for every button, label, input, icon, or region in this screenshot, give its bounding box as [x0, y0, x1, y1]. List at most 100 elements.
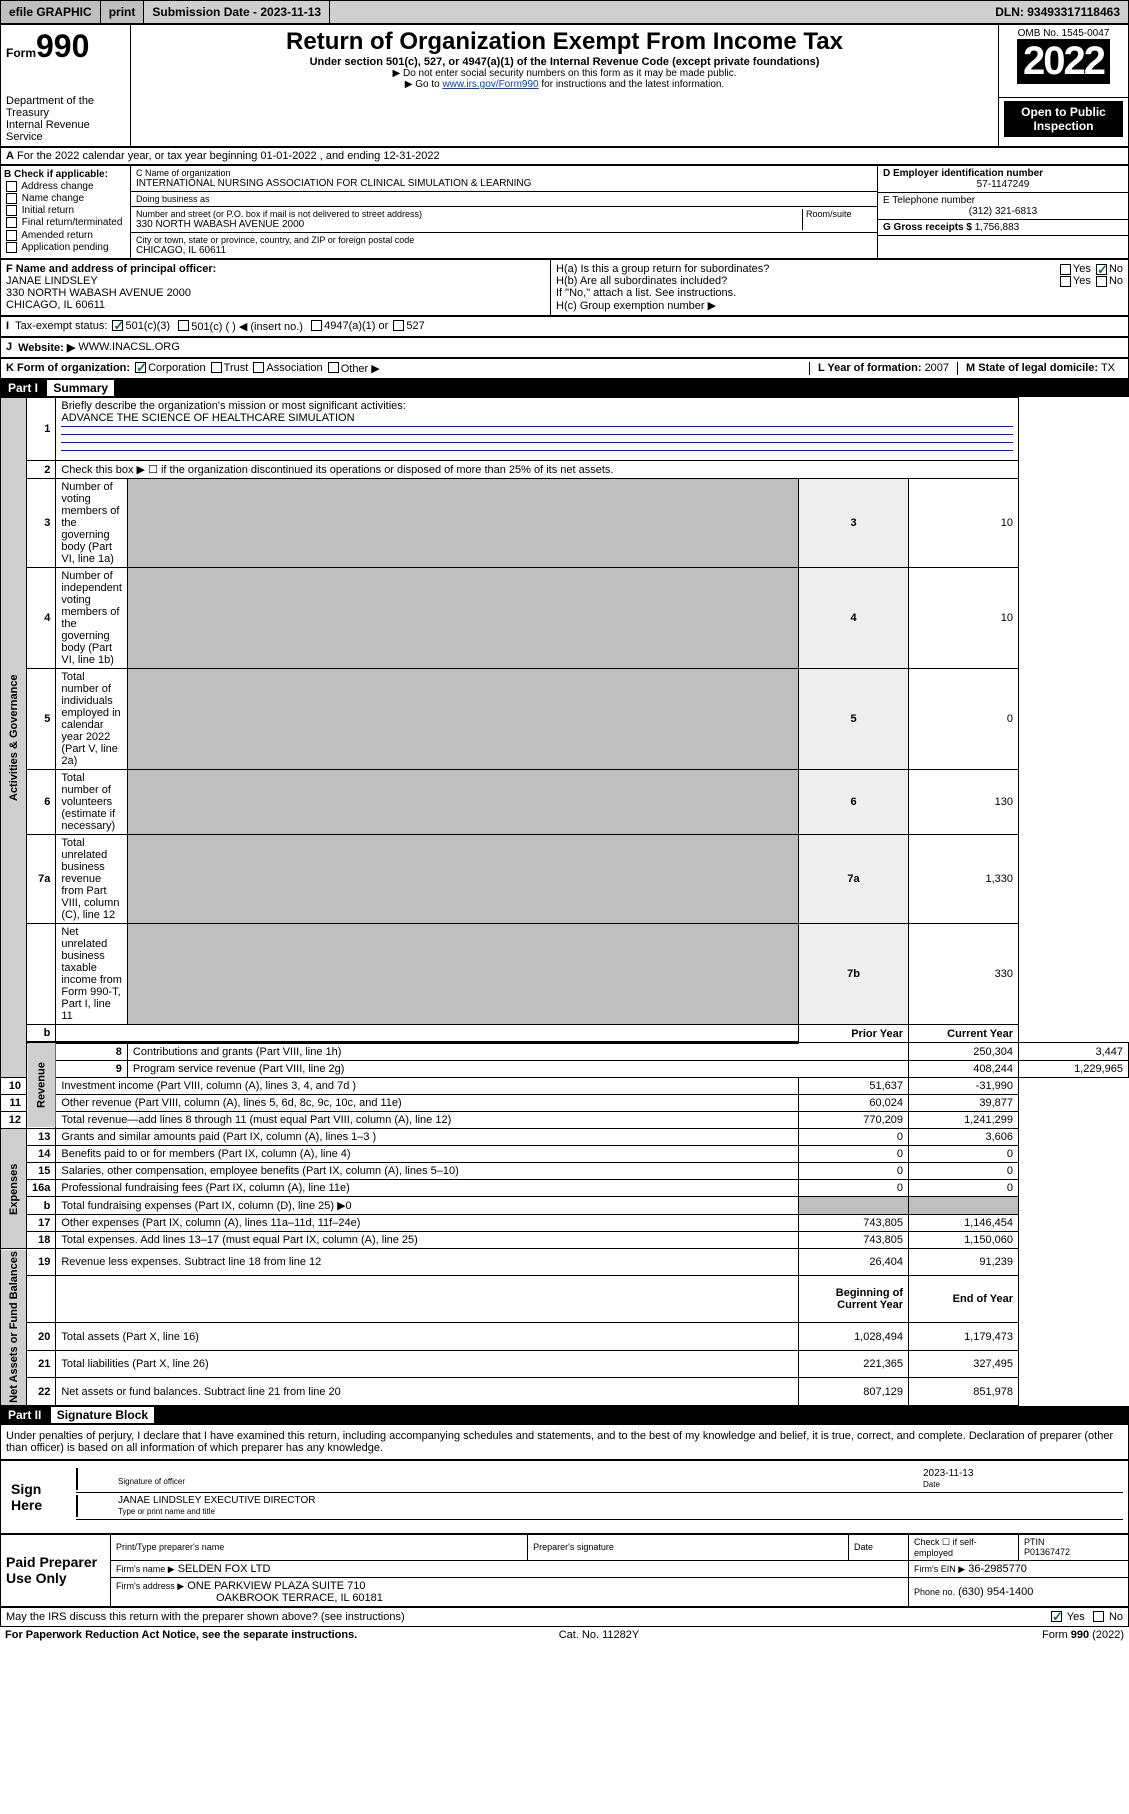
- phone: (312) 321-6813: [883, 206, 1123, 217]
- v7b: 330: [909, 924, 1019, 1025]
- chk-application[interactable]: [6, 242, 17, 253]
- e-label: E Telephone number: [883, 195, 975, 206]
- room-label: Room/suite: [806, 209, 872, 219]
- dln: DLN: 93493317118463: [987, 1, 1128, 23]
- city-label: City or town, state or province, country…: [136, 235, 872, 245]
- chk-assoc[interactable]: [253, 362, 264, 373]
- officer-addr1: 330 NORTH WABASH AVENUE 2000: [6, 287, 191, 299]
- paid-preparer: Paid Preparer Use Only Print/Type prepar…: [0, 1534, 1129, 1607]
- firm-addr1: ONE PARKVIEW PLAZA SUITE 710: [187, 1580, 365, 1592]
- cat-no: Cat. No. 11282Y: [559, 1629, 640, 1641]
- firm-addr2: OAKBROOK TERRACE, IL 60181: [116, 1592, 383, 1604]
- hb-no[interactable]: [1096, 276, 1107, 287]
- city: CHICAGO, IL 60611: [136, 245, 872, 256]
- ha-label: H(a) Is this a group return for subordin…: [556, 263, 769, 275]
- officer-addr2: CHICAGO, IL 60611: [6, 299, 105, 311]
- sign-here-label: Sign Here: [6, 1466, 76, 1528]
- ein: 57-1147249: [883, 179, 1123, 190]
- goto-note: ▶ Go to www.irs.gov/Form990 for instruct…: [136, 79, 993, 90]
- v4: 10: [909, 568, 1019, 669]
- chk-amended[interactable]: [6, 230, 17, 241]
- chk-4947[interactable]: [311, 320, 322, 331]
- sign-here-block: Sign Here Signature of officer 2023-11-1…: [0, 1460, 1129, 1534]
- form-number: Form990: [6, 28, 125, 65]
- chk-501c3[interactable]: [112, 320, 123, 331]
- state-domicile: TX: [1101, 362, 1115, 374]
- side-expenses: Expenses: [1, 1129, 27, 1249]
- declaration: Under penalties of perjury, I declare th…: [0, 1424, 1129, 1460]
- k-label: K Form of organization:: [6, 362, 130, 375]
- gross-receipts: 1,756,883: [975, 222, 1020, 233]
- section-bcdeg: B Check if applicable: Address change Na…: [0, 165, 1129, 259]
- dept-treasury: Department of the Treasury: [6, 95, 125, 119]
- d-label: D Employer identification number: [883, 168, 1043, 179]
- v5: 0: [909, 669, 1019, 770]
- paperwork-notice: For Paperwork Reduction Act Notice, see …: [5, 1629, 357, 1641]
- chk-other[interactable]: [328, 362, 339, 373]
- b-label: B Check if applicable:: [4, 169, 108, 180]
- website: WWW.INACSL.ORG: [78, 341, 179, 354]
- ha-yes[interactable]: [1060, 264, 1071, 275]
- discuss-yes[interactable]: [1051, 1611, 1062, 1622]
- ha-no[interactable]: [1096, 264, 1107, 275]
- chk-initial[interactable]: [6, 205, 17, 216]
- submission-date: Submission Date - 2023-11-13: [144, 1, 330, 23]
- officer-name-title: JANAE LINDSLEY EXECUTIVE DIRECTOR: [118, 1495, 315, 1506]
- line-klm: K Form of organization: Corporation Trus…: [0, 358, 1129, 379]
- hb-note: If "No," attach a list. See instructions…: [556, 287, 1123, 299]
- chk-final[interactable]: [6, 217, 17, 228]
- open-inspection: Open to Public Inspection: [1004, 101, 1123, 137]
- form-subtitle: Under section 501(c), 527, or 4947(a)(1)…: [136, 56, 993, 68]
- line-i: I Tax-exempt status: 501(c)(3) 501(c) ( …: [0, 316, 1129, 337]
- v6: 130: [909, 770, 1019, 835]
- print-btn[interactable]: print: [101, 1, 145, 23]
- line-a: A For the 2022 calendar year, or tax yea…: [0, 147, 1129, 165]
- chk-trust[interactable]: [211, 362, 222, 373]
- section-fh: F Name and address of principal officer:…: [0, 259, 1129, 316]
- efile-btn[interactable]: efile GRAPHIC: [1, 1, 101, 23]
- discuss-row: May the IRS discuss this return with the…: [0, 1607, 1129, 1627]
- firm-name: SELDEN FOX LTD: [178, 1563, 271, 1575]
- irs-link[interactable]: www.irs.gov/Form990: [442, 79, 538, 90]
- mission: ADVANCE THE SCIENCE OF HEALTHCARE SIMULA…: [61, 412, 354, 424]
- irs-label: Internal Revenue Service: [6, 119, 125, 143]
- part1-header: Part I Summary: [0, 379, 1129, 397]
- street-label: Number and street (or P.O. box if mail i…: [136, 209, 802, 219]
- chk-name[interactable]: [6, 193, 17, 204]
- part1-table: Activities & Governance 1 Briefly descri…: [0, 397, 1129, 1406]
- chk-501c[interactable]: [178, 320, 189, 331]
- chk-corp[interactable]: [135, 362, 146, 373]
- footer: For Paperwork Reduction Act Notice, see …: [0, 1627, 1129, 1643]
- form-title: Return of Organization Exempt From Incom…: [136, 28, 993, 56]
- form-header: Form990 Department of the Treasury Inter…: [0, 24, 1129, 147]
- year-formed: 2007: [925, 362, 949, 374]
- hb-label: H(b) Are all subordinates included?: [556, 275, 727, 287]
- side-netassets: Net Assets or Fund Balances: [1, 1249, 27, 1406]
- side-governance: Activities & Governance: [1, 398, 27, 1078]
- discuss-no[interactable]: [1093, 1611, 1104, 1622]
- hb-yes[interactable]: [1060, 276, 1071, 287]
- c-name-label: C Name of organization: [136, 168, 872, 178]
- tax-year: 2022: [1017, 39, 1110, 84]
- street: 330 NORTH WABASH AVENUE 2000: [136, 219, 802, 230]
- f-label: F Name and address of principal officer:: [6, 263, 216, 275]
- chk-address[interactable]: [6, 181, 17, 192]
- org-name: INTERNATIONAL NURSING ASSOCIATION FOR CL…: [136, 178, 872, 189]
- chk-527[interactable]: [393, 320, 404, 331]
- sig-date: 2023-11-13: [923, 1468, 973, 1479]
- officer-name: JANAE LINDSLEY: [6, 275, 98, 287]
- hc-label: H(c) Group exemption number ▶: [556, 299, 1123, 312]
- firm-ein: 36-2985770: [968, 1563, 1027, 1575]
- omb-number: OMB No. 1545-0047: [1004, 28, 1123, 39]
- dba-label: Doing business as: [136, 194, 872, 204]
- form-990-footer: Form 990 (2022): [1042, 1629, 1124, 1641]
- ptin: P01367472: [1024, 1547, 1070, 1557]
- firm-phone: (630) 954-1400: [958, 1586, 1033, 1598]
- side-revenue: Revenue: [27, 1043, 56, 1129]
- g-label: G Gross receipts $: [883, 222, 972, 233]
- ssn-note: ▶ Do not enter social security numbers o…: [136, 68, 993, 79]
- v3: 10: [909, 479, 1019, 568]
- part2-header: Part II Signature Block: [0, 1406, 1129, 1424]
- line-j: J Website: ▶ WWW.INACSL.ORG: [0, 337, 1129, 358]
- top-toolbar: efile GRAPHIC print Submission Date - 20…: [0, 0, 1129, 24]
